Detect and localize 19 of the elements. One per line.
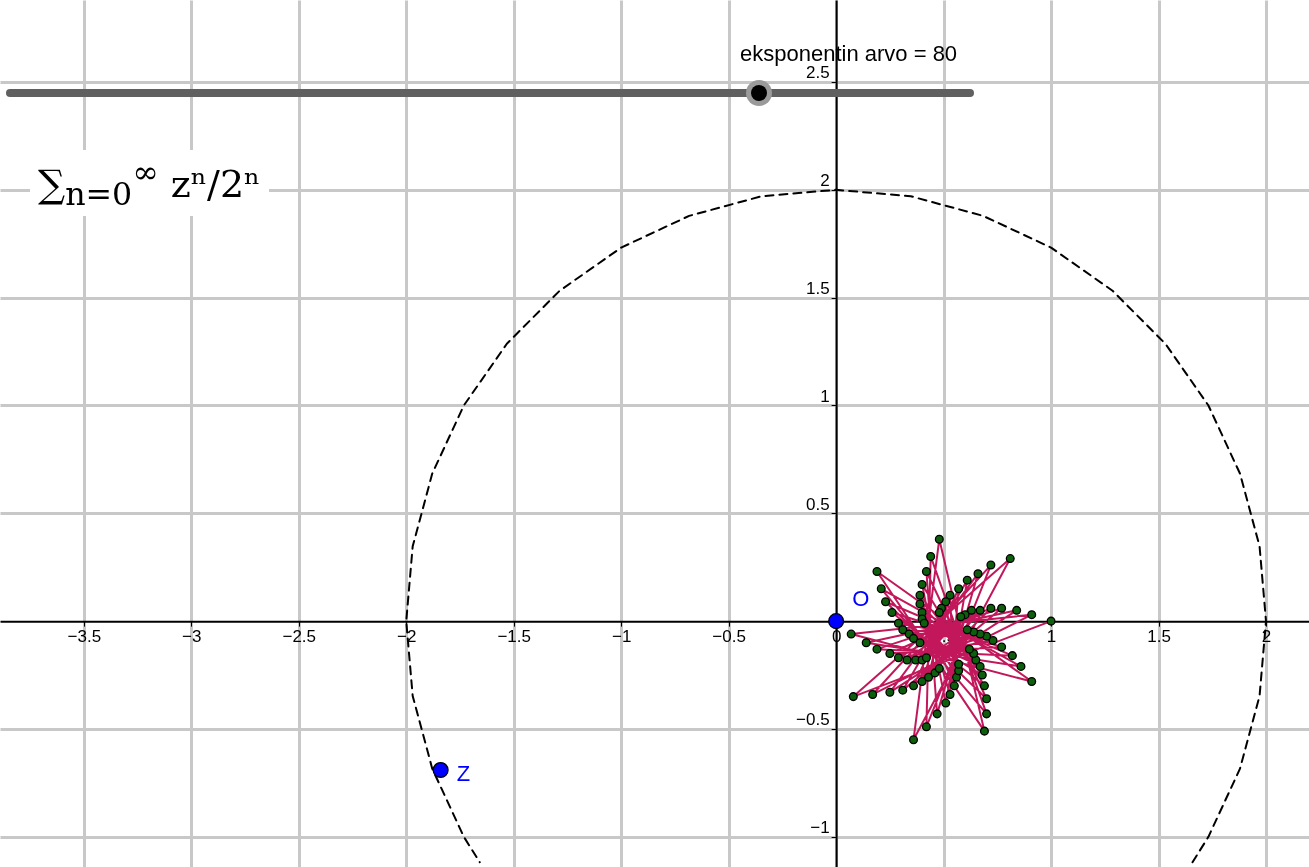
y-tick-label: 2 xyxy=(820,171,830,191)
x-tick-label: −3.5 xyxy=(67,626,102,646)
x-tick-label: −0.5 xyxy=(712,626,746,646)
x-tick-label: −2 xyxy=(397,626,417,646)
x-tick-label: −2.5 xyxy=(282,626,317,646)
x-tick-label: −3 xyxy=(182,626,202,646)
annotation: ∑$_{n=0}$$^{∞}$ zⁿ/2ⁿ xyxy=(30,150,269,217)
x-tick-label: 1.5 xyxy=(1147,626,1171,646)
y-tick-label: 0.5 xyxy=(805,494,830,514)
x-tick-label: −1 xyxy=(611,626,632,646)
y-tick-label: 1 xyxy=(820,386,830,406)
y-tick-label: 2.5 xyxy=(805,63,830,83)
y-tick-label: 1.5 xyxy=(805,279,830,299)
series-label: Z xyxy=(456,760,471,786)
x-tick-label: −1.5 xyxy=(497,626,531,646)
y-tick-label: −1 xyxy=(810,818,830,838)
series-label: O xyxy=(852,586,870,612)
x-tick-label: 1 xyxy=(1046,626,1057,646)
y-tick-label: −0.5 xyxy=(796,710,830,730)
